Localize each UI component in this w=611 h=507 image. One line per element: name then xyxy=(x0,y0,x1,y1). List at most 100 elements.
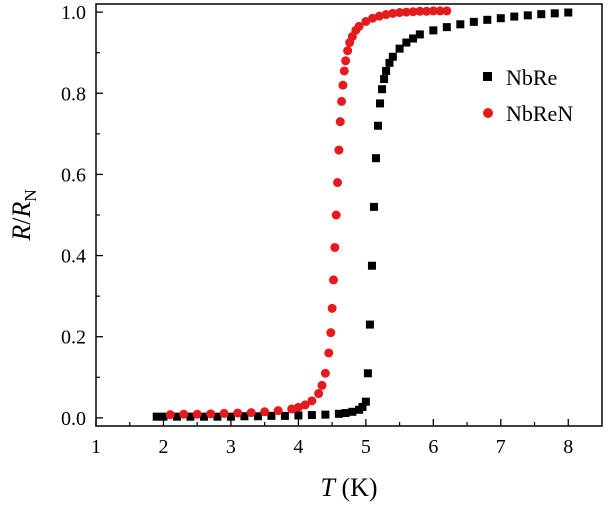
x-tick-label: 6 xyxy=(428,436,438,458)
legend-marker-nbren xyxy=(483,108,493,118)
x-axis-variable: T xyxy=(320,473,336,502)
data-point xyxy=(267,411,276,420)
data-point xyxy=(376,99,385,108)
data-point xyxy=(260,407,270,417)
data-point xyxy=(287,404,297,414)
data-point xyxy=(152,412,161,421)
data-point xyxy=(334,145,344,155)
data-point xyxy=(382,66,391,75)
data-point xyxy=(401,7,411,17)
data-point xyxy=(442,6,452,16)
data-point xyxy=(213,412,222,421)
series-nbre xyxy=(152,8,573,421)
data-point xyxy=(368,13,378,23)
data-point xyxy=(367,261,376,270)
data-point xyxy=(361,397,370,406)
data-point xyxy=(335,117,345,127)
data-point xyxy=(374,121,383,130)
data-point xyxy=(402,38,411,47)
data-point xyxy=(371,154,380,163)
y-axis-var1: R xyxy=(7,225,36,242)
data-point xyxy=(374,11,384,21)
data-point xyxy=(422,6,432,16)
data-point xyxy=(385,58,394,67)
data-point xyxy=(321,410,330,419)
x-tick-label: 7 xyxy=(496,436,506,458)
data-point xyxy=(331,210,341,220)
x-tick-label: 2 xyxy=(158,436,168,458)
x-tick-label: 5 xyxy=(361,436,371,458)
data-point xyxy=(564,8,573,17)
data-point xyxy=(388,8,398,18)
data-point xyxy=(307,396,317,406)
legend-label-nbre: NbRe xyxy=(506,65,557,90)
x-axis-label: T (K) xyxy=(320,473,377,502)
data-point xyxy=(219,408,229,418)
data-point xyxy=(354,21,364,31)
data-point xyxy=(199,412,208,421)
data-point xyxy=(395,44,404,53)
data-point xyxy=(317,380,327,390)
data-point xyxy=(510,12,519,21)
data-point xyxy=(395,8,405,18)
data-point xyxy=(280,411,289,420)
y-axis-var2: R xyxy=(7,202,36,219)
data-point xyxy=(206,409,216,419)
data-point xyxy=(333,178,343,188)
data-point xyxy=(415,6,425,16)
data-point xyxy=(341,409,350,418)
y-axis-label: R/RN xyxy=(7,189,40,241)
tick-labels: 1 2 3 4 5 6 7 8 0.0 0.2 0.4 0.6 0.8 1.0 xyxy=(61,2,573,458)
data-point xyxy=(159,412,168,421)
data-point xyxy=(537,10,546,19)
data-point xyxy=(442,23,451,32)
ticks xyxy=(95,11,569,426)
data-point xyxy=(378,85,387,94)
data-point xyxy=(226,412,235,421)
data-point xyxy=(456,20,465,29)
data-point xyxy=(328,275,338,285)
data-point xyxy=(326,328,336,338)
data-point xyxy=(348,407,357,416)
data-point xyxy=(330,242,340,252)
data-point xyxy=(365,320,374,329)
data-point xyxy=(233,408,243,418)
y-tick-label: 0.0 xyxy=(61,408,86,430)
data-point xyxy=(186,412,195,421)
data-point xyxy=(172,412,181,421)
legend-label-nbren: NbReN xyxy=(506,101,573,126)
data-point xyxy=(338,80,348,90)
data-point xyxy=(327,303,337,313)
data-point xyxy=(324,348,334,358)
data-point xyxy=(314,389,324,399)
data-point xyxy=(307,411,316,420)
data-point xyxy=(273,406,283,416)
x-axis-unit: (K) xyxy=(335,473,378,502)
data-point xyxy=(363,369,372,378)
y-axis-subscript: N xyxy=(21,189,40,201)
data-point xyxy=(343,46,353,56)
data-point xyxy=(415,30,424,39)
data-point xyxy=(388,52,397,61)
data-point xyxy=(483,15,492,24)
data-point xyxy=(435,6,445,16)
y-tick-label: 0.8 xyxy=(61,83,86,105)
y-tick-label: 0.4 xyxy=(61,246,86,268)
data-point xyxy=(341,56,351,66)
data-point xyxy=(358,402,367,411)
data-point xyxy=(253,412,262,421)
data-point xyxy=(179,409,189,419)
x-tick-label: 4 xyxy=(293,436,303,458)
x-tick-label: 8 xyxy=(563,436,573,458)
data-point xyxy=(339,66,349,76)
x-tick-label: 3 xyxy=(226,436,236,458)
data-point xyxy=(320,368,330,378)
data-point xyxy=(240,412,249,421)
series-layer xyxy=(152,6,573,421)
data-point xyxy=(246,408,256,418)
data-point xyxy=(380,75,389,84)
data-point xyxy=(550,9,559,18)
y-axis-sep: / xyxy=(7,217,36,225)
data-point xyxy=(428,6,438,16)
